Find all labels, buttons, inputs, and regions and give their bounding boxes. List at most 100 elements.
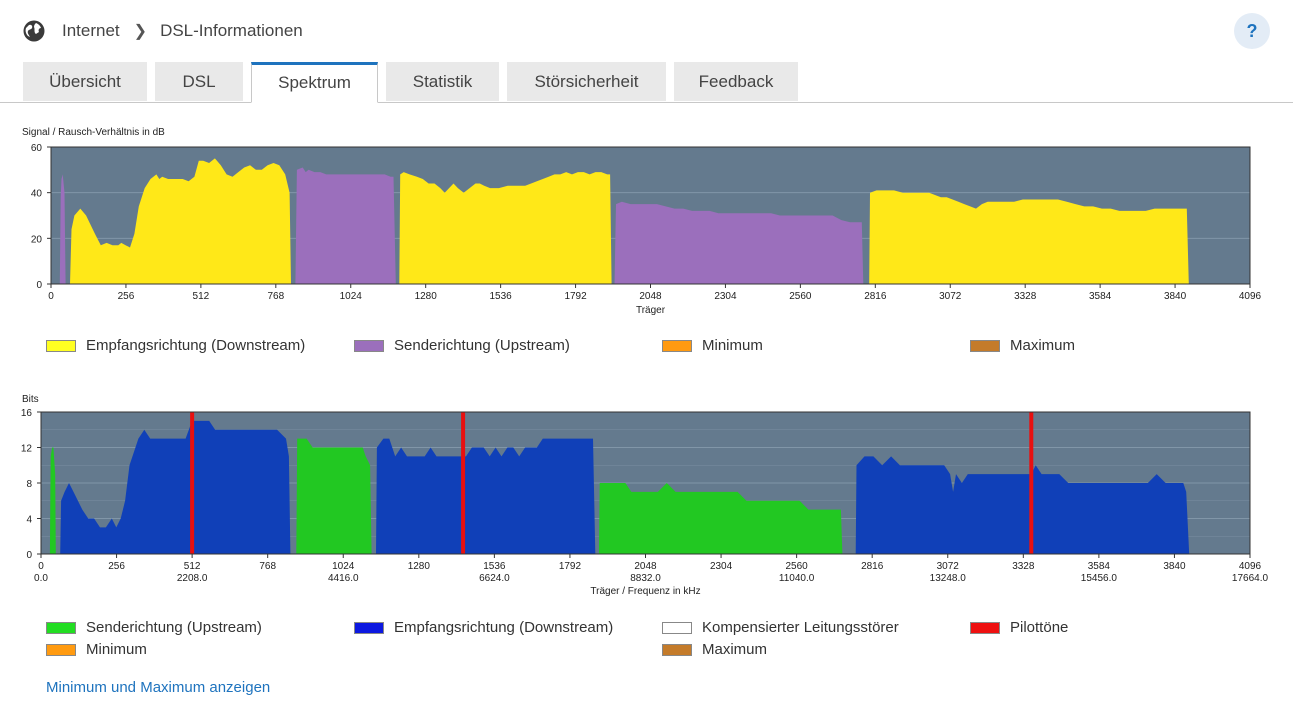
- tab-feedback[interactable]: Feedback: [674, 62, 798, 101]
- freq-tick-label: 13248.0: [930, 573, 967, 584]
- x-tick-label: 1280: [408, 561, 431, 572]
- x-tick-label: 2816: [861, 561, 884, 572]
- x-tick-label: 1792: [564, 291, 587, 302]
- y-tick-label: 16: [21, 408, 33, 419]
- legend-swatch: [970, 622, 1000, 634]
- legend-swatch: [46, 622, 76, 634]
- y-tick-label: 0: [26, 550, 32, 561]
- tab-spektrum[interactable]: Spektrum: [251, 62, 378, 103]
- legend-label: Maximum: [1010, 337, 1076, 354]
- y-axis-label: Bits: [22, 394, 39, 405]
- x-tick-label: 1792: [559, 561, 582, 572]
- x-tick-label: 768: [267, 291, 284, 302]
- x-tick-label: 1536: [490, 291, 513, 302]
- page-title: DSL-Informationen: [160, 21, 303, 40]
- freq-tick-label: 17664.0: [1232, 573, 1269, 584]
- x-tick-label: 0: [48, 291, 54, 302]
- x-tick-label: 2816: [864, 291, 887, 302]
- pilot-tone-line: [1029, 412, 1034, 554]
- legend-swatch: [354, 622, 384, 634]
- y-tick-label: 8: [26, 479, 32, 490]
- tab-statistik[interactable]: Statistik: [386, 62, 499, 101]
- x-tick-label: 768: [259, 561, 276, 572]
- series-area: [614, 201, 864, 284]
- y-tick-label: 4: [26, 515, 32, 526]
- legend-label: Empfangsrichtung (Downstream): [86, 337, 306, 354]
- freq-tick-label: 0.0: [34, 573, 48, 584]
- x-tick-label: 3840: [1164, 291, 1187, 302]
- pilot-tone-line: [190, 412, 195, 554]
- legend-swatch: [662, 340, 692, 352]
- legend-swatch: [662, 644, 692, 656]
- breadcrumb: Internet ❯ DSL-Informationen: [22, 17, 303, 45]
- x-axis-label: Träger / Frequenz in kHz: [590, 586, 700, 597]
- x-tick-label: 3328: [1012, 561, 1035, 572]
- snr-chart: 0 20 40 60 0 256 512 768 1024 1280 1536 1792 2048 230…: [22, 127, 1262, 316]
- legend-swatch: [662, 622, 692, 634]
- freq-tick-label: 6624.0: [479, 573, 510, 584]
- legend-swatch: [46, 644, 76, 656]
- x-tick-label: 256: [108, 561, 125, 572]
- y-tick-label: 40: [31, 189, 43, 200]
- x-tick-label: 3072: [937, 561, 960, 572]
- x-tick-label: 512: [193, 291, 210, 302]
- legend-swatch: [970, 340, 1000, 352]
- x-tick-label: 256: [118, 291, 135, 302]
- legend-label: Minimum: [86, 641, 147, 658]
- series-area: [295, 167, 396, 284]
- freq-tick-label: 2208.0: [177, 573, 208, 584]
- legend-swatch: [46, 340, 76, 352]
- x-tick-label: 3072: [939, 291, 962, 302]
- legend-label: Senderichtung (Upstream): [394, 337, 570, 354]
- x-tick-label: 3584: [1089, 291, 1112, 302]
- chevron-right-icon: ❯: [133, 23, 148, 40]
- x-tick-label: 2560: [789, 291, 812, 302]
- series-area: [376, 438, 596, 554]
- tab-bar: Übersicht DSL Spektrum Statistik Störsic…: [0, 62, 1293, 103]
- tab-dsl[interactable]: DSL: [155, 62, 243, 101]
- pilot-tone-line: [461, 412, 466, 554]
- freq-tick-label: 8832.0: [630, 573, 661, 584]
- x-tick-label: 2048: [639, 291, 662, 302]
- legend-swatch: [354, 340, 384, 352]
- x-tick-label: 4096: [1239, 561, 1262, 572]
- x-tick-label: 1536: [483, 561, 506, 572]
- x-tick-label: 1024: [332, 561, 355, 572]
- tab-uebersicht[interactable]: Übersicht: [23, 62, 147, 101]
- legend-label: Senderichtung (Upstream): [86, 619, 262, 636]
- y-axis-label: Signal / Rausch-Verhältnis in dB: [22, 127, 165, 138]
- x-tick-label: 1280: [415, 291, 438, 302]
- x-tick-label: 3584: [1088, 561, 1111, 572]
- x-tick-label: 3328: [1014, 291, 1037, 302]
- series-area: [399, 172, 612, 284]
- x-tick-label: 2560: [786, 561, 809, 572]
- bits-chart: 0 4 8 12 16 0 256 512 768 1024 1280 1536 1792 2048 230…: [21, 394, 1269, 597]
- legend-label: Minimum: [702, 337, 763, 354]
- series-area: [60, 420, 291, 554]
- freq-tick-label: 15456.0: [1081, 573, 1118, 584]
- tab-stoersicherheit[interactable]: Störsicherheit: [507, 62, 666, 101]
- x-tick-label: 512: [184, 561, 201, 572]
- y-tick-label: 0: [36, 280, 42, 291]
- legend-label: Maximum: [702, 641, 768, 658]
- series-area: [49, 447, 56, 554]
- freq-tick-label: 4416.0: [328, 573, 359, 584]
- y-tick-label: 60: [31, 143, 43, 154]
- y-tick-label: 12: [21, 444, 33, 455]
- x-tick-label: 3840: [1163, 561, 1186, 572]
- series-area: [855, 456, 1190, 554]
- series-area: [70, 158, 291, 284]
- x-tick-label: 4096: [1239, 291, 1262, 302]
- breadcrumb-root[interactable]: Internet: [62, 21, 120, 40]
- series-area: [296, 438, 372, 554]
- x-tick-label: 2304: [714, 291, 737, 302]
- series-area: [869, 190, 1189, 284]
- legend-label: Kompensierter Leitungsstörer: [702, 619, 899, 636]
- help-button[interactable]: ?: [1234, 13, 1270, 49]
- globe-icon: [23, 20, 45, 42]
- x-tick-label: 0: [38, 561, 44, 572]
- x-tick-label: 2304: [710, 561, 733, 572]
- x-tick-label: 2048: [634, 561, 657, 572]
- show-min-max-link[interactable]: Minimum und Maximum anzeigen: [46, 679, 271, 696]
- freq-tick-label: 11040.0: [779, 573, 815, 584]
